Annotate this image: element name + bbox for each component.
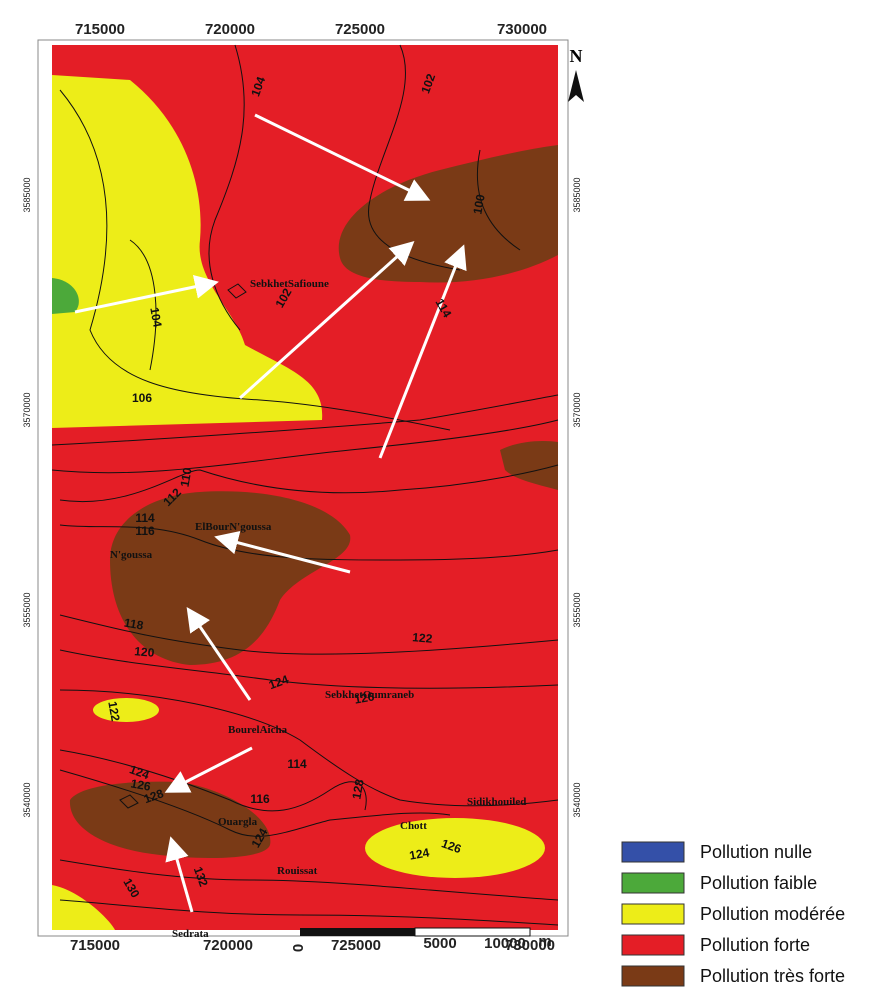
zone [52,885,115,930]
contour-label: 128 [349,778,366,800]
legend-swatch [621,841,685,863]
scale-label: 10000 [484,935,526,952]
contour-label: 124 [128,762,152,782]
x-axis-label: 730000 [497,21,547,38]
north-icon [568,70,584,102]
y-axis-label: 3540000 [572,782,582,817]
contour-label: 128 [142,786,166,806]
contour-label: 114 [135,511,155,525]
place-name: Sidikhouiled [467,796,526,808]
legend-label: Pollution nulle [700,842,812,862]
map-area [51,44,559,930]
legend-label: Pollution très forte [700,966,845,986]
place-name: SebkhetSafioune [250,278,329,290]
legend-label: Pollution faible [700,873,817,893]
contour-label: 126 [440,836,464,856]
contour-label: 132 [191,865,211,889]
legend: Pollution nulle Pollution faible Pollution… [621,841,845,987]
y-axis-label: 3555000 [22,592,32,627]
zone [500,440,558,490]
zone [365,818,545,878]
y-axis-label: 3540000 [22,782,32,817]
legend-swatch [621,965,685,987]
place-name: Chott [400,820,427,832]
contour-label: 120 [134,644,155,660]
place-name: Sedrata [172,928,209,940]
contour-label: 114 [287,757,307,771]
place-name: Rouissat [277,865,318,877]
legend-swatch [621,872,685,894]
contour-label: 126 [353,689,375,706]
zone [110,491,351,665]
x-axis-label: 720000 [203,937,253,954]
scale-unit: m [538,933,551,950]
contour-label: 104 [248,75,268,99]
contour-label: 122 [412,630,433,646]
legend-swatch [621,903,685,925]
contour-label: 100 [470,193,487,215]
place-name: SebkhetOumraneb [325,689,414,701]
x-axis-label: 725000 [335,21,385,38]
x-axis-label: 720000 [205,21,255,38]
zone [52,278,79,314]
y-axis-label: 3585000 [22,177,32,212]
scale-label: 0 [290,944,307,952]
contour-label: 124 [267,672,291,692]
legend-label: Pollution modérée [700,904,845,924]
contour-label: 102 [418,72,438,96]
arrows [74,113,467,913]
scale-label: 5000 [423,935,456,952]
x-axis-label: 715000 [75,21,125,38]
contour-label: 118 [123,615,145,632]
scale-bar [300,927,531,937]
place-name: BourelAicha [228,724,288,736]
contour-label: 126 [130,776,152,793]
contour-label: 122 [105,700,122,722]
y-axis-label: 3570000 [572,392,582,427]
north-arrow: N [568,46,584,102]
legend-swatch [621,934,685,956]
zone [93,698,159,722]
y-axis-label: 3585000 [572,177,582,212]
contour-label: 110 [177,466,194,488]
y-axis-label: 3570000 [22,392,32,427]
x-axis-label: 725000 [331,937,381,954]
place-name: Ouargla [218,816,258,828]
x-axis-label: 715000 [70,937,120,954]
contour-label: 106 [132,391,152,405]
north-label: N [570,46,583,66]
contour-label: 124 [408,845,430,862]
zone [52,75,323,428]
x-axis-label: 730000 [505,937,555,954]
contour-label: 116 [250,792,270,806]
contour-label: 116 [135,524,155,538]
place-name: N'goussa [110,549,153,561]
contour-label: 104 [147,306,164,328]
legend-label: Pollution forte [700,935,810,955]
place-name: ElBourN'goussa [195,521,272,533]
y-axis-label: 3555000 [572,592,582,627]
